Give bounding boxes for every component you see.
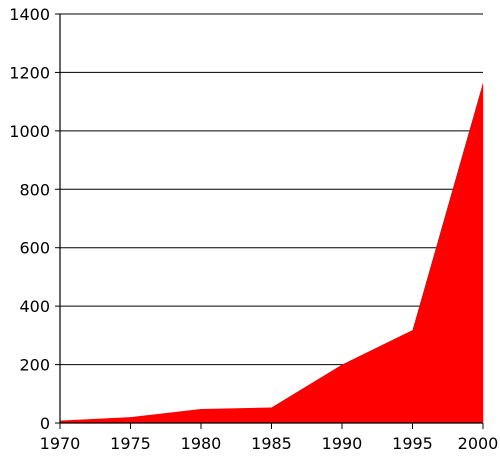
- x-axis-ticks: 1970 1975 1980 1985 1990 1995 2000: [40, 423, 499, 453]
- y-tick-label: 400: [19, 297, 50, 316]
- y-tick-label: 200: [19, 356, 50, 375]
- gridlines: [60, 13, 483, 366]
- y-tick-label: 800: [19, 180, 50, 199]
- area-series: [60, 82, 483, 424]
- x-tick-label: 1985: [251, 434, 292, 453]
- y-axis-ticks: 0 200 400 600 800 1000 1200 1400: [9, 5, 60, 433]
- y-tick-label: 600: [19, 239, 50, 258]
- y-tick-label: 0: [40, 414, 50, 433]
- plot-area: [60, 82, 483, 424]
- x-tick-label: 2000: [458, 434, 499, 453]
- y-tick-label: 1200: [9, 63, 50, 82]
- x-tick-label: 1980: [181, 434, 222, 453]
- x-tick-label: 1995: [392, 434, 433, 453]
- x-tick-label: 1970: [40, 434, 81, 453]
- x-tick-label: 1990: [322, 434, 363, 453]
- y-tick-label: 1400: [9, 5, 50, 24]
- x-tick-label: 1975: [110, 434, 151, 453]
- y-tick-label: 1000: [9, 122, 50, 141]
